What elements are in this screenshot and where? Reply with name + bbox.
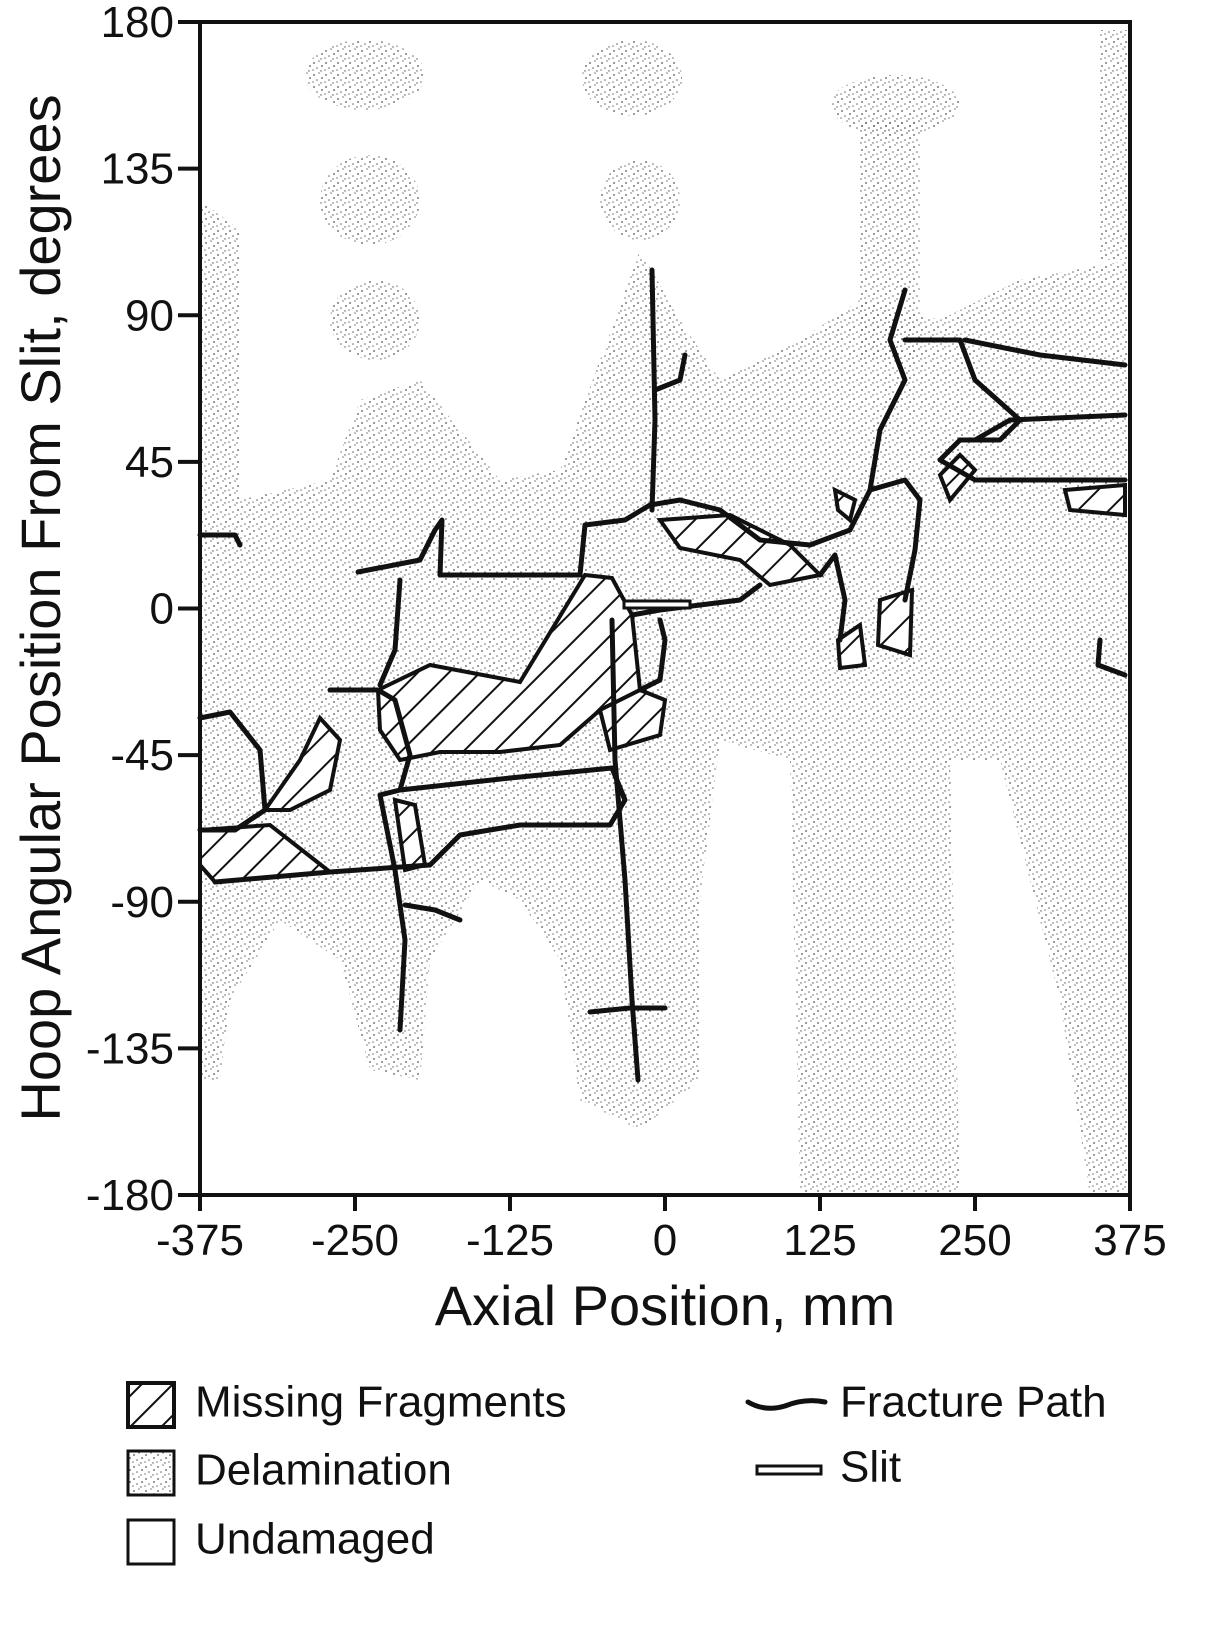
legend-swatch [745, 1398, 828, 1411]
y-tick-label: 45 [125, 438, 174, 487]
x-tick-label: -375 [156, 1216, 244, 1265]
legend-label: Missing Fragments [195, 1378, 567, 1427]
y-tick-label: -135 [86, 1024, 174, 1073]
x-tick-label: 0 [653, 1216, 677, 1265]
legend-label: Slit [840, 1443, 901, 1492]
y-tick-label: -90 [110, 878, 174, 927]
legend-swatch [126, 1449, 176, 1497]
y-tick-label: -180 [86, 1171, 174, 1220]
fracture-paths [197, 267, 1128, 1083]
y-tick-label: 90 [125, 291, 174, 340]
legend-label: Fracture Path [840, 1378, 1107, 1427]
legend-swatch [126, 1381, 176, 1429]
x-tick-label: -250 [311, 1216, 399, 1265]
y-tick-label: 0 [150, 585, 174, 634]
x-tick-label: 125 [783, 1216, 856, 1265]
legend-label: Undamaged [195, 1515, 435, 1564]
legend: Missing Fragments Delamination Undamaged… [126, 1378, 1107, 1566]
legend-swatch [126, 1518, 176, 1566]
y-tick-label: 135 [101, 145, 174, 194]
y-tick-label: 180 [101, 0, 174, 47]
x-tick-label: -125 [466, 1216, 554, 1265]
x-tick-label: 250 [938, 1216, 1011, 1265]
legend-label: Delamination [195, 1446, 452, 1495]
x-axis-label: Axial Position, mm [435, 1274, 896, 1337]
slit [622, 599, 692, 610]
y-tick-label: -45 [110, 731, 174, 780]
delamination-regions [200, 30, 1130, 1195]
y-axis-label: Hoop Angular Position From Slit, degrees [9, 94, 72, 1121]
x-tick-label: 375 [1093, 1216, 1166, 1265]
legend-swatch [755, 1464, 823, 1476]
